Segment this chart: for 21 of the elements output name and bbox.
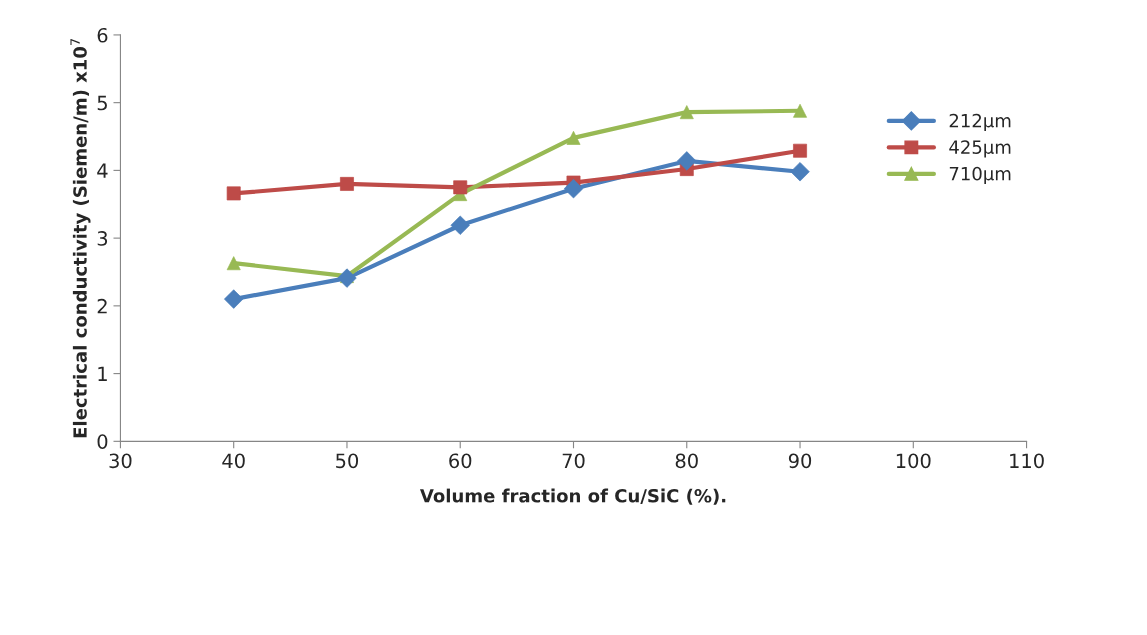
x-axis-title: Volume fraction of Cu/SiC (%). xyxy=(419,488,726,505)
legend-label: 710µm xyxy=(949,166,1011,184)
x-tick-label: 100 xyxy=(896,453,931,469)
legend-label: 212µm xyxy=(949,113,1011,131)
y-axis-title: Electrical conductivity (Siemen/m) x10$^{7}$ xyxy=(70,38,91,438)
y-tick-label: 6 xyxy=(97,27,108,43)
y-tick-label: 5 xyxy=(97,95,107,111)
y-tick-label: 1 xyxy=(98,366,107,381)
x-tick-label: 60 xyxy=(449,453,472,469)
x-tick-label: 80 xyxy=(675,453,698,469)
x-tick-label: 30 xyxy=(109,453,132,469)
x-tick-label: 50 xyxy=(336,453,359,469)
legend-label: 425µm xyxy=(949,140,1011,158)
y-tick-label: 4 xyxy=(97,163,108,178)
y-tick-label: 2 xyxy=(97,298,107,314)
x-tick-label: 70 xyxy=(562,453,585,469)
x-tick-label: 110 xyxy=(1010,453,1044,469)
y-tick-label: 0 xyxy=(97,434,108,449)
x-tick-label: 90 xyxy=(788,453,812,469)
y-tick-label: 3 xyxy=(97,231,108,246)
x-tick-label: 40 xyxy=(222,453,245,469)
